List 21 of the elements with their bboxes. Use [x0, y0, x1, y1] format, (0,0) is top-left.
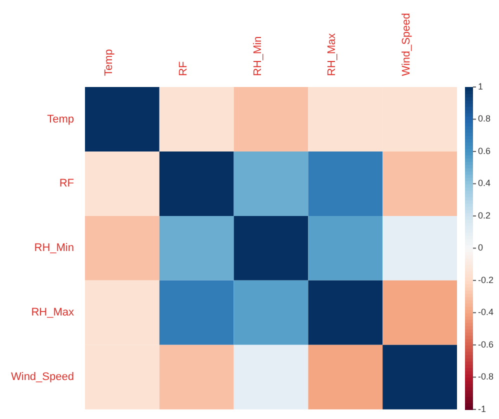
x-tick-label: RH_Max: [326, 32, 338, 76]
color-bar-label: 0.8: [478, 114, 491, 124]
y-tick-label: RH_Max: [31, 306, 74, 319]
x-tick-label: RH_Min: [252, 36, 264, 76]
y-tick-label: RH_Min: [34, 242, 74, 254]
color-bar-label: 0: [478, 242, 484, 253]
x-tick-label: Temp: [103, 49, 116, 76]
y-tick-label: Wind_Speed: [10, 371, 74, 384]
color-bar-label: -0.8: [478, 372, 494, 382]
color-bar-label: 1: [478, 81, 484, 92]
color-bar-label: -1: [478, 404, 486, 414]
color-bar-label: 0.2: [478, 210, 491, 220]
color-bar-label: 0.4: [478, 178, 491, 188]
color-bar-label: -0.2: [478, 274, 494, 285]
color-bar-label: 0.6: [478, 146, 491, 156]
color-bar-label: -0.6: [478, 339, 494, 350]
color-bar-label: -0.4: [478, 307, 494, 318]
x-tick-label: Wind_Speed: [400, 12, 413, 76]
x-tick-label: RF: [177, 61, 190, 76]
y-tick-label: RF: [59, 178, 74, 190]
y-tick-label: Temp: [47, 113, 74, 126]
